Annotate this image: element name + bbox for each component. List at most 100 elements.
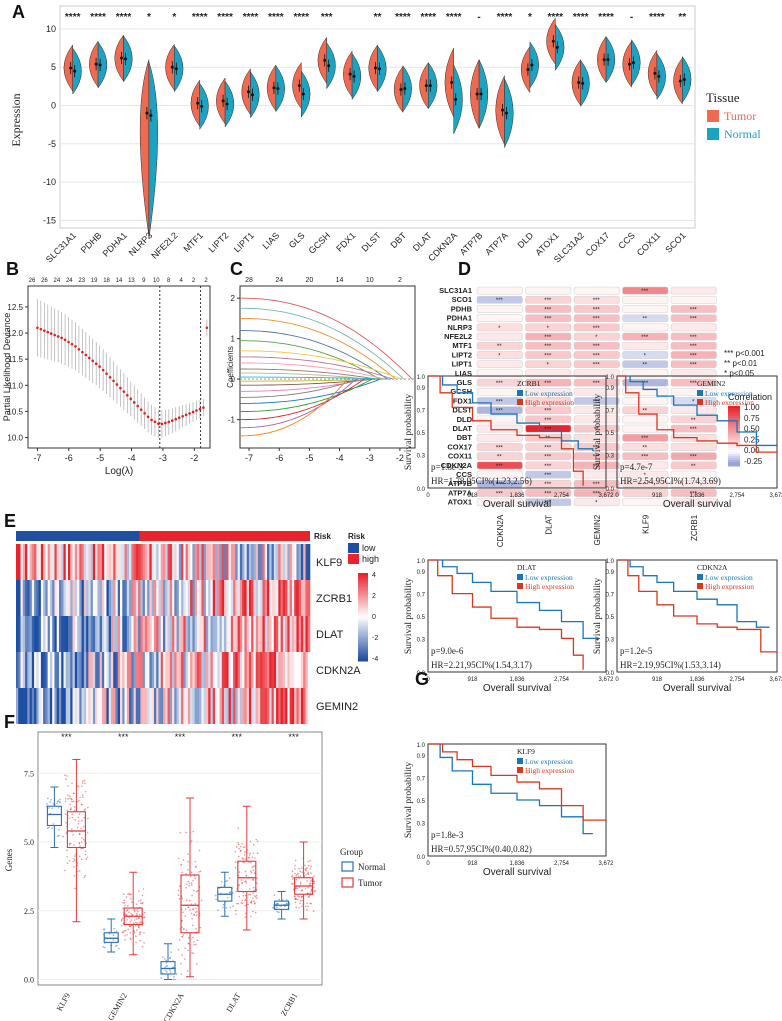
x-axis-label: Overall survival bbox=[663, 499, 731, 510]
heat-cell bbox=[22, 688, 26, 724]
jitter-point bbox=[253, 889, 255, 892]
heat-cell bbox=[160, 616, 164, 652]
legend-title: Group bbox=[340, 847, 363, 857]
heat-cell bbox=[273, 544, 277, 580]
x-tick-label: 3,672 bbox=[598, 861, 614, 867]
heat-cell bbox=[95, 580, 98, 616]
jitter-point bbox=[181, 871, 183, 874]
top-tick-label: 14 bbox=[116, 278, 123, 284]
heat-cell bbox=[56, 616, 60, 652]
heat-cell bbox=[149, 616, 152, 652]
heat-cell bbox=[476, 461, 523, 470]
heat-cell bbox=[622, 415, 669, 424]
significance-mark: **** bbox=[217, 12, 233, 23]
colorbar-step bbox=[358, 632, 368, 636]
heat-cell bbox=[88, 652, 91, 688]
violin-normal-DLST bbox=[377, 45, 387, 93]
colorbar-step bbox=[358, 597, 368, 600]
jitter-point bbox=[121, 917, 124, 920]
x-tick-label: ATP7B bbox=[458, 230, 485, 257]
jitter-point bbox=[160, 977, 162, 979]
heat-cell bbox=[176, 688, 180, 724]
heat-cell bbox=[201, 580, 205, 616]
jitter-point bbox=[256, 897, 258, 899]
x-tick-label: GEMIN2 bbox=[106, 992, 129, 1021]
legend-low: Low expression bbox=[705, 389, 753, 398]
jitter-point bbox=[239, 850, 242, 852]
jitter-point bbox=[128, 916, 130, 919]
jitter-point bbox=[67, 798, 69, 800]
heat-cell bbox=[34, 688, 37, 724]
jitter-point bbox=[181, 935, 183, 938]
jitter-point bbox=[58, 828, 60, 831]
col-label: ZCRB1 bbox=[690, 514, 699, 541]
heat-cell bbox=[79, 652, 82, 688]
colorbar-step bbox=[358, 656, 368, 660]
jitter-point bbox=[304, 868, 307, 871]
row-label: NFE2L2 bbox=[444, 332, 472, 341]
mean-normal bbox=[454, 97, 458, 101]
row-label: LIPT1 bbox=[452, 360, 472, 369]
heat-cell bbox=[181, 688, 184, 724]
significance-mark: - bbox=[630, 12, 633, 23]
gene-title: DLAT bbox=[517, 563, 537, 572]
row-label: ATP7B bbox=[448, 479, 473, 488]
heat-cell bbox=[212, 544, 216, 580]
heat-cell bbox=[47, 652, 51, 688]
heat-cell bbox=[300, 544, 304, 580]
jitter-point bbox=[195, 907, 197, 909]
heat-cell bbox=[25, 580, 28, 616]
x-tick-label: 1,836 bbox=[689, 677, 705, 683]
heat-cell bbox=[264, 544, 268, 580]
jitter-point bbox=[85, 858, 88, 860]
jitter-point bbox=[87, 806, 89, 809]
jitter-point bbox=[241, 899, 244, 902]
jitter-point bbox=[243, 854, 246, 856]
x-tick-label: CDKN2A bbox=[162, 991, 186, 1021]
legend-high: High expression bbox=[525, 398, 574, 407]
x-tick-label: 1,836 bbox=[689, 493, 705, 499]
heat-cell bbox=[129, 688, 132, 724]
heat-cell bbox=[120, 580, 123, 616]
heat-cell bbox=[573, 415, 620, 424]
heat-cell bbox=[86, 688, 89, 724]
heat-cell bbox=[205, 688, 209, 724]
cell-star: ** bbox=[642, 445, 647, 451]
heat-cell bbox=[167, 616, 171, 652]
heat-cell bbox=[307, 688, 311, 724]
jitter-point bbox=[282, 899, 284, 901]
jitter-point bbox=[196, 910, 198, 913]
heat-cell bbox=[113, 652, 116, 688]
heat-cell bbox=[97, 580, 100, 616]
heat-cell bbox=[300, 652, 304, 688]
heat-cell bbox=[224, 652, 227, 688]
heat-cell bbox=[99, 652, 103, 688]
cell-star: *** bbox=[593, 344, 601, 350]
gene-row-label: ZCRB1 bbox=[316, 593, 352, 605]
heat-cell bbox=[63, 688, 67, 724]
heat-cell bbox=[20, 580, 24, 616]
heat-cell bbox=[149, 688, 152, 724]
jitter-point bbox=[225, 907, 228, 909]
heat-cell bbox=[251, 544, 254, 580]
coef-path bbox=[240, 372, 369, 380]
heat-cell bbox=[92, 688, 96, 724]
heat-cell bbox=[165, 580, 168, 616]
mean-tumor bbox=[424, 84, 428, 88]
heat-cell bbox=[63, 544, 67, 580]
heat-cell bbox=[140, 544, 143, 580]
legend-swatch-high bbox=[517, 767, 523, 773]
jitter-point bbox=[301, 899, 303, 902]
jitter-point bbox=[71, 828, 73, 830]
y-tick-label: 1.0 bbox=[417, 559, 426, 565]
heat-cell bbox=[187, 580, 191, 616]
gene-row-label: GEMIN2 bbox=[316, 701, 358, 713]
y-tick-label: 0.9 bbox=[417, 754, 426, 760]
mean-tumor bbox=[678, 79, 682, 83]
heat-cell bbox=[86, 580, 89, 616]
jitter-point bbox=[172, 978, 174, 981]
risk-annotation-label: Risk bbox=[314, 532, 331, 541]
heat-cell bbox=[573, 498, 620, 507]
x-axis-label: Overall survival bbox=[483, 867, 551, 878]
jitter-point bbox=[180, 973, 183, 975]
